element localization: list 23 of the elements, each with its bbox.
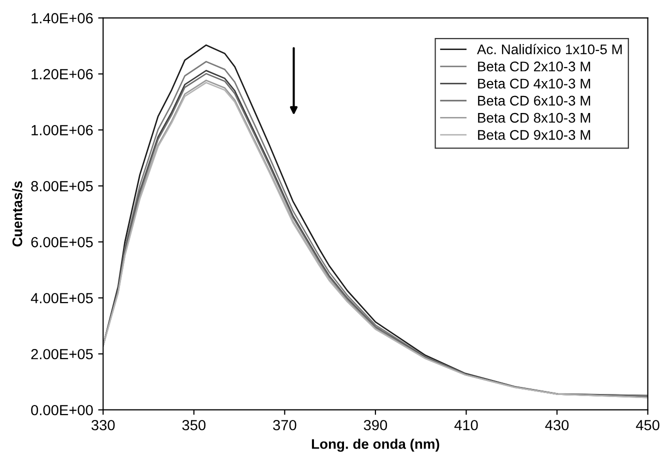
y-tick-label: 1.00E+06 bbox=[32, 125, 93, 136]
x-tick-label: 330 bbox=[92, 420, 115, 430]
y-axis-title: Cuentas/s bbox=[12, 181, 22, 247]
x-tick-label: 430 bbox=[545, 420, 569, 430]
legend-label: Beta CD 9x10-3 M bbox=[478, 130, 590, 140]
y-tick-label: 1.40E+06 bbox=[32, 13, 93, 24]
y-tick-label: 1.20E+06 bbox=[32, 69, 93, 80]
legend-label: Beta CD 6x10-3 M bbox=[478, 96, 590, 106]
x-tick-label: 410 bbox=[454, 420, 478, 430]
y-tick-label: 2.00E+05 bbox=[31, 348, 93, 360]
legend-label: Beta CD 8x10-3 M bbox=[478, 112, 590, 123]
y-tick-label: 0.00E+00 bbox=[31, 404, 93, 416]
x-tick-label: 390 bbox=[364, 420, 388, 430]
x-tick-label: 450 bbox=[636, 420, 660, 430]
y-tick-label: 4.00E+05 bbox=[30, 292, 93, 304]
y-tick-label: 6.00E+05 bbox=[31, 236, 93, 248]
x-tick-label: 370 bbox=[273, 420, 296, 430]
x-axis-title: Long. de onda (nm) bbox=[312, 438, 440, 452]
y-tick-label: 8.00E+05 bbox=[31, 181, 93, 192]
x-tick-label: 350 bbox=[182, 420, 206, 430]
legend-label: Beta CD 2x10-3 M bbox=[478, 62, 590, 72]
legend-label: Beta CD 4x10-3 M bbox=[478, 78, 590, 89]
legend-label: Ac. Nalidíxico 1x10-5 M bbox=[476, 44, 622, 54]
